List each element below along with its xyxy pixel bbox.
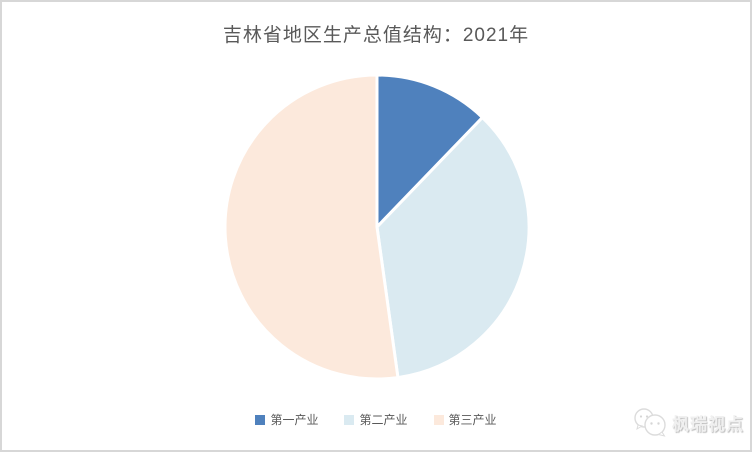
chart-title: 吉林省地区生产总值结构：2021年 — [222, 25, 530, 46]
legend-label-tertiary-industry: 第三产业 — [448, 413, 497, 427]
legend-item-primary-industry: 第一产业 — [255, 411, 318, 428]
chat-bubbles-icon — [634, 408, 666, 437]
pie-slice-2 — [375, 116, 531, 380]
legend-label-primary-industry: 第一产业 — [270, 413, 319, 427]
legend-swatch-secondary-industry — [344, 414, 355, 425]
legend-swatch-primary-industry — [255, 414, 266, 425]
pie-slice-1 — [375, 73, 484, 229]
watermark-text: 枫瑞视点 — [672, 414, 744, 434]
legend-item-secondary-industry: 第二产业 — [344, 411, 408, 428]
legend: 第一产业 第二产业 第三产业 — [2, 411, 750, 428]
legend-label-secondary-industry: 第二产业 — [359, 413, 408, 427]
watermark: 枫瑞视点 — [632, 406, 744, 438]
legend-item-tertiary-industry: 第三产业 — [433, 411, 497, 428]
pie-slice-3 — [223, 73, 400, 381]
legend-swatch-tertiary-industry — [433, 414, 444, 425]
